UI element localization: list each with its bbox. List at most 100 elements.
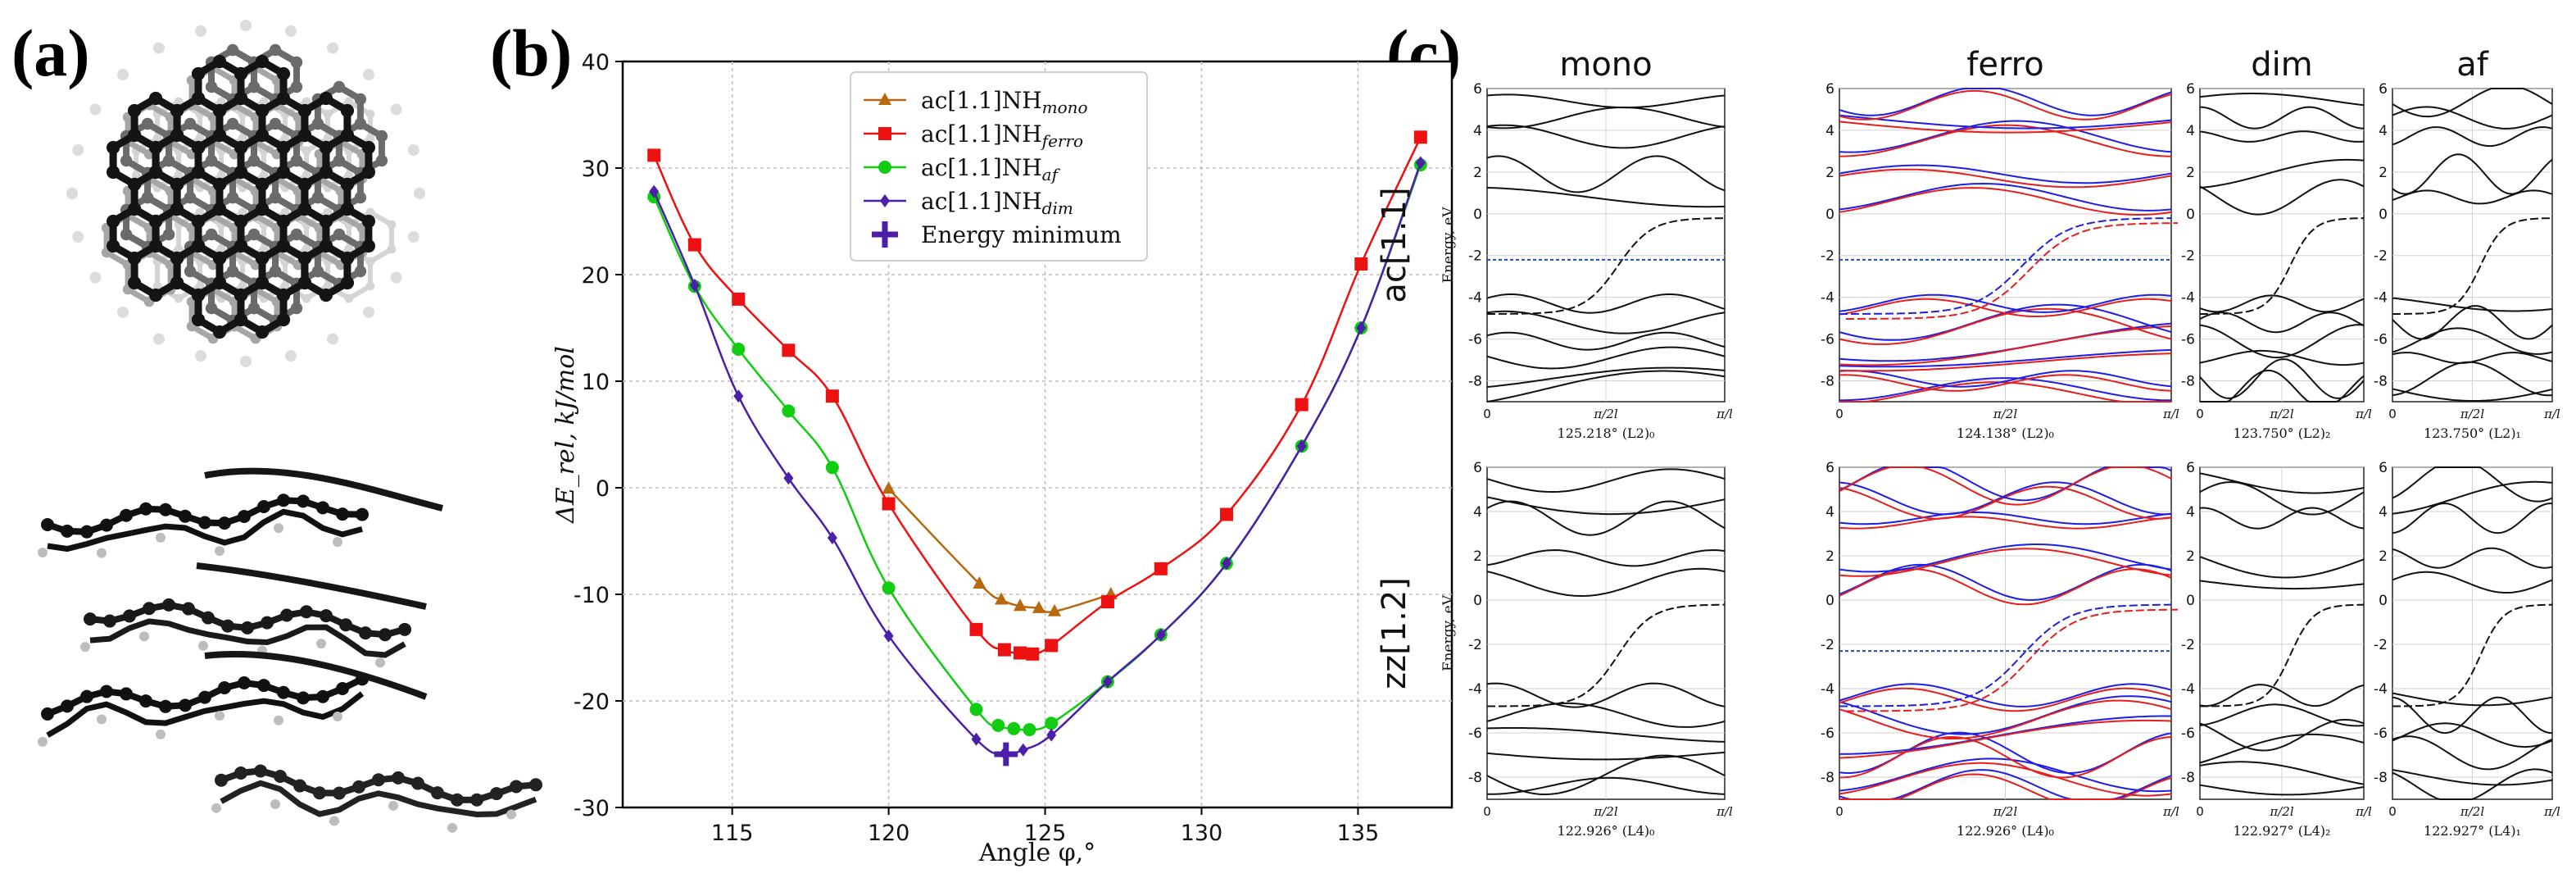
data-point-mono xyxy=(1013,598,1027,612)
data-point-ferro xyxy=(1100,595,1114,609)
carbon-ring-atom xyxy=(191,66,206,81)
band-y-tick: 0 xyxy=(1825,207,1834,223)
data-point-dim xyxy=(1102,675,1113,689)
data-point-dim xyxy=(1155,628,1166,642)
side-backbone xyxy=(89,618,406,658)
side-atom xyxy=(339,618,352,632)
band-line xyxy=(2199,158,2365,189)
band-y-tick: 4 xyxy=(2379,504,2388,521)
row-label-group: zz[1.2] xyxy=(1376,577,1413,689)
band-line xyxy=(2199,130,2365,143)
side-atom xyxy=(257,679,270,693)
data-point-mono xyxy=(1032,600,1045,613)
side-atom xyxy=(356,507,369,521)
side-atom xyxy=(179,509,192,523)
band-line-up xyxy=(1839,114,2172,130)
data-point-dim xyxy=(1415,156,1426,170)
carbon-ring-atom xyxy=(216,244,226,254)
carbon-ring-atom xyxy=(354,93,367,106)
band-y-tick: -4 xyxy=(1821,681,1834,698)
x-tick-label: 135 xyxy=(1337,821,1380,846)
y-tick-label: 20 xyxy=(582,263,610,289)
carbon-ring-atom xyxy=(276,66,291,81)
band-plot-af: -8 -6 -4 -2 0 2 4 6 0 π/2l π/l 123.750° (L2)₁ xyxy=(2374,81,2560,441)
side-hydrogen xyxy=(80,642,90,653)
data-point-dim xyxy=(733,389,744,403)
band-x-label: 124.138° (L2)₀ xyxy=(1957,425,2054,441)
carbon-ring-atom xyxy=(234,91,248,106)
carbon-ring-atom xyxy=(302,244,311,254)
band-line xyxy=(2392,735,2553,771)
band-y-tick: 2 xyxy=(1473,548,1482,565)
band-line xyxy=(1486,702,1726,728)
flat-band xyxy=(2392,603,2553,707)
side-hydrogen xyxy=(198,640,208,651)
band-x-tick: π/l xyxy=(2543,804,2560,819)
carbon-ring-atom xyxy=(361,140,375,155)
side-atom xyxy=(234,766,247,780)
side-hydrogen xyxy=(215,710,224,721)
carbon-ring-atom xyxy=(191,288,206,302)
band-line xyxy=(2392,126,2553,148)
band-y-tick: -6 xyxy=(1821,726,1834,742)
carbon-ring-atom xyxy=(344,293,354,303)
side-atom xyxy=(198,690,211,704)
data-point-dim xyxy=(649,184,660,198)
band-line xyxy=(1486,751,1726,761)
band-line xyxy=(1486,107,1726,130)
hydrogen-atom xyxy=(390,103,402,116)
carbon-ring-atom xyxy=(375,130,388,143)
data-point-dim xyxy=(1046,728,1057,742)
side-atom xyxy=(41,707,54,721)
data-point-dim xyxy=(1222,557,1232,571)
data-point-af xyxy=(1023,723,1036,737)
band-line xyxy=(1486,155,1726,193)
carbon-ring-atom xyxy=(234,66,248,81)
side-atom xyxy=(143,602,156,616)
carbon-ring-atom xyxy=(212,275,227,290)
side-atom xyxy=(179,698,192,712)
legend-entry: ac[1.1]NHaf xyxy=(921,154,1061,184)
carbon-ring-atom xyxy=(170,128,184,143)
band-y-tick: -8 xyxy=(1468,374,1482,390)
flat-band xyxy=(1487,217,1726,315)
carbon-ring-atom xyxy=(344,97,354,107)
carbon-ring-atom xyxy=(297,177,312,192)
data-point-ferro xyxy=(732,292,746,306)
side-hydrogen xyxy=(156,729,166,739)
band-y-tick: -8 xyxy=(2374,374,2388,390)
carbon-ring-atom xyxy=(302,97,311,107)
band-line xyxy=(2199,761,2365,785)
legend-entry: ac[1.1]NHmono xyxy=(921,87,1088,117)
band-y-tick: 6 xyxy=(2186,460,2195,476)
band-x-tick: 0 xyxy=(1835,407,1844,421)
band-line-up xyxy=(1839,512,2172,525)
band-line-down xyxy=(1839,298,2172,317)
carbon-ring-atom xyxy=(333,154,346,167)
band-y-tick: 2 xyxy=(2379,165,2388,181)
side-backbone xyxy=(220,780,537,818)
row-label: zz[1.2] xyxy=(1376,577,1413,689)
band-line xyxy=(2199,93,2365,107)
data-point-ferro xyxy=(969,622,983,636)
band-y-tick: -6 xyxy=(1468,726,1482,742)
carbon-ring-atom xyxy=(333,228,346,241)
band-y-tick: -6 xyxy=(2374,332,2388,348)
carbon-ring-atom xyxy=(290,80,303,93)
carbon-ring-atom xyxy=(226,191,239,204)
side-hydrogen xyxy=(270,798,280,809)
flat-band xyxy=(2392,217,2553,315)
side-atom xyxy=(277,494,290,507)
side-atom xyxy=(411,776,424,790)
carbon-ring-atom xyxy=(259,171,269,180)
side-atom xyxy=(313,786,326,800)
data-point-af xyxy=(969,703,983,716)
band-line xyxy=(2199,106,2365,130)
band-line-down xyxy=(1839,353,2172,372)
side-hydrogen xyxy=(447,822,457,833)
band-x-tick: π/l xyxy=(1716,804,1733,819)
side-atom xyxy=(162,598,175,612)
side-atom xyxy=(392,771,405,785)
carbon-ring-atom xyxy=(365,134,375,143)
carbon-ring-atom xyxy=(255,251,270,266)
